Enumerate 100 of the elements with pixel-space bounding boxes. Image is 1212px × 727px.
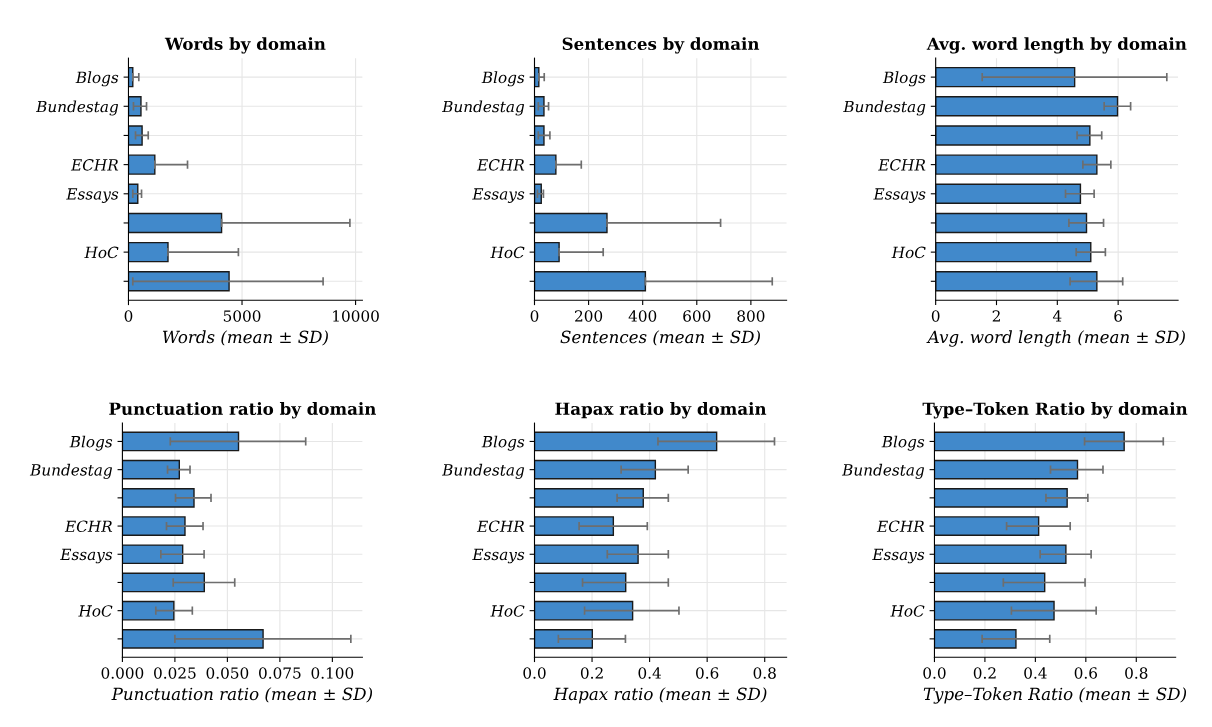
chart-title: Hapax ratio by domain [555, 402, 767, 419]
x-tick-label: 2 [992, 310, 1000, 322]
x-tick-label: 0.6 [696, 667, 719, 679]
bar [122, 629, 264, 649]
y-tick-label: Blogs [881, 435, 925, 451]
y-tick-label: Essays [873, 188, 926, 203]
x-tick-label: 200 [575, 310, 603, 322]
y-tick-label: HoC [891, 246, 926, 259]
y-tick-label: HoC [84, 246, 119, 259]
bar [934, 629, 1017, 649]
bar [128, 125, 143, 146]
chart-title: Words by domain [164, 37, 326, 54]
x-tick-label: 0.050 [206, 667, 249, 679]
x-tick-label: 4 [1052, 310, 1062, 322]
x-tick-label: 0.000 [101, 667, 144, 679]
y-tick-label: HoC [890, 605, 925, 617]
chart-title: Punctuation ratio by domain [109, 402, 376, 419]
x-tick-label: 0 [931, 310, 940, 322]
y-tick-label: Bundestag [441, 100, 525, 116]
bar [935, 241, 1092, 263]
y-tick-label: ECHR [70, 159, 119, 171]
y-tick-label: Blogs [882, 71, 926, 87]
bar [534, 600, 634, 621]
x-tick-label: 0 [124, 310, 133, 322]
bar [122, 431, 240, 452]
bar [534, 629, 594, 649]
bar [534, 241, 560, 263]
chart-title: Avg. word length by domain [926, 37, 1187, 54]
y-tick-label: Blogs [481, 71, 525, 87]
x-axis-title: Type–Token Ratio (mean ± SD) [923, 687, 1187, 704]
bar [534, 271, 647, 292]
bar [935, 96, 1119, 117]
bar [534, 516, 615, 536]
bar [934, 544, 1067, 565]
x-tick-label: 0.0 [923, 667, 946, 679]
y-tick-label: HoC [490, 605, 525, 617]
x-tick-label: 0.075 [259, 667, 301, 679]
bar [534, 459, 657, 480]
y-tick-label: Bundestag [35, 100, 119, 116]
bar [934, 600, 1055, 621]
y-tick-label: Bundestag [441, 463, 525, 479]
x-tick-label: 0.6 [1074, 667, 1098, 679]
bar [122, 516, 186, 536]
y-tick-label: Essays [472, 548, 525, 564]
bar [935, 183, 1082, 204]
x-tick-label: 0.4 [638, 667, 661, 679]
bar [534, 487, 644, 508]
chart-title: Type–Token Ratio by domain [922, 402, 1188, 419]
x-tick-label: 0.2 [580, 667, 603, 679]
x-axis-title: Hapax ratio (mean ± SD) [553, 687, 767, 704]
y-tick-label: ECHR [878, 159, 926, 171]
bar [934, 572, 1046, 593]
bar [122, 544, 184, 565]
x-tick-label: 0.4 [1024, 667, 1047, 679]
bar [935, 271, 1098, 292]
y-tick-label: Essays [472, 188, 525, 203]
y-tick-label: HoC [78, 605, 113, 617]
y-tick-label: ECHR [64, 520, 113, 533]
x-tick-label: 0.8 [753, 667, 776, 679]
x-tick-label: 0.8 [1125, 667, 1148, 679]
bar [534, 212, 608, 234]
bar [122, 487, 195, 508]
bar [935, 66, 1076, 88]
y-tick-label: HoC [490, 246, 525, 259]
bar [935, 125, 1091, 146]
x-tick-label: 0.2 [973, 667, 996, 679]
chart-title: Sentences by domain [562, 37, 760, 54]
x-axis-title: Punctuation ratio (mean ± SD) [111, 687, 373, 703]
bar [534, 154, 557, 175]
x-tick-label: 0.0 [523, 667, 546, 679]
bar [935, 154, 1098, 175]
y-tick-label: Essays [872, 548, 925, 564]
y-tick-label: ECHR [476, 520, 525, 533]
y-tick-label: ECHR [476, 159, 525, 171]
bar [122, 459, 181, 480]
x-axis-title: Sentences (mean ± SD) [560, 330, 761, 346]
y-tick-label: Blogs [481, 435, 525, 451]
x-tick-label: 600 [683, 310, 711, 322]
bar [534, 431, 718, 452]
x-tick-label: 0 [530, 310, 539, 322]
bar [128, 154, 156, 175]
y-tick-label: Blogs [75, 71, 119, 87]
x-tick-label: 0.100 [311, 667, 354, 679]
bar [534, 572, 627, 593]
bar [934, 459, 1079, 480]
y-tick-label: Essays [60, 548, 113, 564]
bar [934, 487, 1068, 508]
y-tick-label: Bundestag [29, 463, 113, 479]
y-tick-label: ECHR [876, 520, 925, 533]
x-tick-label: 400 [628, 310, 657, 322]
y-tick-label: Blogs [69, 435, 113, 451]
x-tick-label: 800 [737, 310, 765, 322]
bar [934, 431, 1125, 452]
y-tick-label: Bundestag [843, 100, 926, 116]
bar [934, 516, 1040, 536]
bar [935, 212, 1088, 234]
x-tick-label: 5000 [223, 310, 261, 322]
x-tick-label: 6 [1114, 310, 1123, 322]
bar [122, 600, 175, 621]
x-axis-title: Avg. word length (mean ± SD) [926, 330, 1185, 347]
